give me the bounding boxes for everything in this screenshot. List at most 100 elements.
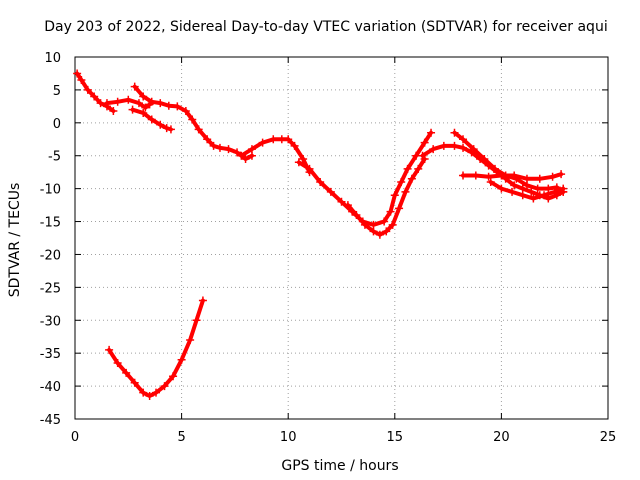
y-tick-label: -20 <box>40 248 61 263</box>
data-point <box>128 105 137 114</box>
series-arc-9 <box>450 128 568 196</box>
x-tick-label: 20 <box>493 430 510 445</box>
y-tick-label: -30 <box>40 314 61 329</box>
data-point <box>162 124 171 133</box>
data-point <box>360 220 369 229</box>
data-point <box>233 148 242 157</box>
series-arc-5 <box>237 135 314 177</box>
y-tick-label: -10 <box>40 183 61 198</box>
data-point <box>284 135 293 144</box>
data-point <box>102 99 111 108</box>
data-point <box>77 76 86 85</box>
data-point <box>173 102 182 111</box>
series-arc-3 <box>128 105 175 134</box>
data-point <box>269 135 278 144</box>
data-point <box>156 99 165 108</box>
data-point <box>544 184 553 193</box>
x-tick-label: 10 <box>280 430 297 445</box>
series-line <box>420 143 566 201</box>
data-point <box>397 178 406 187</box>
y-tick-label: -5 <box>48 150 61 165</box>
data-point <box>527 187 536 196</box>
y-tick-label: -40 <box>40 380 61 395</box>
data-point <box>427 128 436 137</box>
data-point <box>141 103 150 112</box>
data-point <box>122 368 131 377</box>
data-point <box>209 141 218 150</box>
data-point <box>258 138 267 147</box>
data-point <box>459 143 468 152</box>
data-point <box>186 336 195 345</box>
data-point <box>518 191 527 200</box>
data-point <box>139 388 148 397</box>
data-point <box>508 187 517 196</box>
data-point <box>497 171 506 180</box>
data-point <box>237 151 246 160</box>
y-tick-label: 5 <box>53 84 61 99</box>
data-point <box>429 145 438 154</box>
data-point <box>316 178 325 187</box>
data-point <box>198 296 207 305</box>
data-point <box>395 204 404 213</box>
data-point <box>533 184 542 193</box>
x-axis-label: GPS time / hours <box>281 458 398 474</box>
y-axis-label: SDTVAR / TECUs <box>7 183 23 298</box>
y-tick-label: -25 <box>40 281 61 296</box>
data-point <box>130 82 139 91</box>
data-point <box>113 359 122 368</box>
series-arc-1 <box>73 69 118 115</box>
data-point <box>177 355 186 364</box>
axis-ticks: 0 5 10 15 20 25 10 5 0 -5 -10 -15 -20 -25 -30 -35 -40 -45 <box>40 51 617 445</box>
data-point <box>83 85 92 94</box>
data-point <box>145 391 154 400</box>
x-tick-label: 0 <box>71 430 79 445</box>
data-point <box>535 174 544 183</box>
data-point <box>73 69 82 78</box>
data-point <box>375 230 384 239</box>
data-point <box>156 120 165 129</box>
data-point <box>388 220 397 229</box>
data-point <box>522 174 531 183</box>
data-point <box>407 174 416 183</box>
data-point <box>164 101 173 110</box>
data-point <box>471 171 480 180</box>
y-tick-label: -15 <box>40 216 61 231</box>
data-point <box>139 92 148 101</box>
data-point <box>326 187 335 196</box>
data-point <box>290 141 299 150</box>
data-point <box>486 178 495 187</box>
data-point <box>439 141 448 150</box>
series-line <box>296 130 433 227</box>
data-point <box>181 106 190 115</box>
data-point <box>550 187 559 196</box>
data-point <box>215 143 224 152</box>
data-point <box>294 158 303 167</box>
data-point <box>147 115 156 124</box>
data-point <box>529 194 538 203</box>
data-point <box>160 382 169 391</box>
chart-title: Day 203 of 2022, Sidereal Day-to-day VTE… <box>44 19 607 35</box>
data-point <box>491 164 500 173</box>
data-point <box>382 227 391 236</box>
data-point <box>401 187 410 196</box>
series-arc-12 <box>105 296 207 400</box>
data-point <box>352 210 361 219</box>
data-point <box>139 108 148 117</box>
data-point <box>152 388 161 397</box>
data-point <box>480 155 489 164</box>
data-point <box>559 184 568 193</box>
data-point <box>194 125 203 134</box>
data-point <box>418 151 427 160</box>
y-tick-label: 10 <box>44 51 61 66</box>
data-point <box>548 172 557 181</box>
data-point <box>224 145 233 154</box>
y-tick-label: -45 <box>40 413 61 428</box>
data-point <box>130 378 139 387</box>
series-line <box>107 298 205 398</box>
data-point <box>497 184 506 193</box>
data-point <box>203 135 212 144</box>
data-point <box>90 92 99 101</box>
data-point <box>192 316 201 325</box>
data-point <box>299 155 308 164</box>
